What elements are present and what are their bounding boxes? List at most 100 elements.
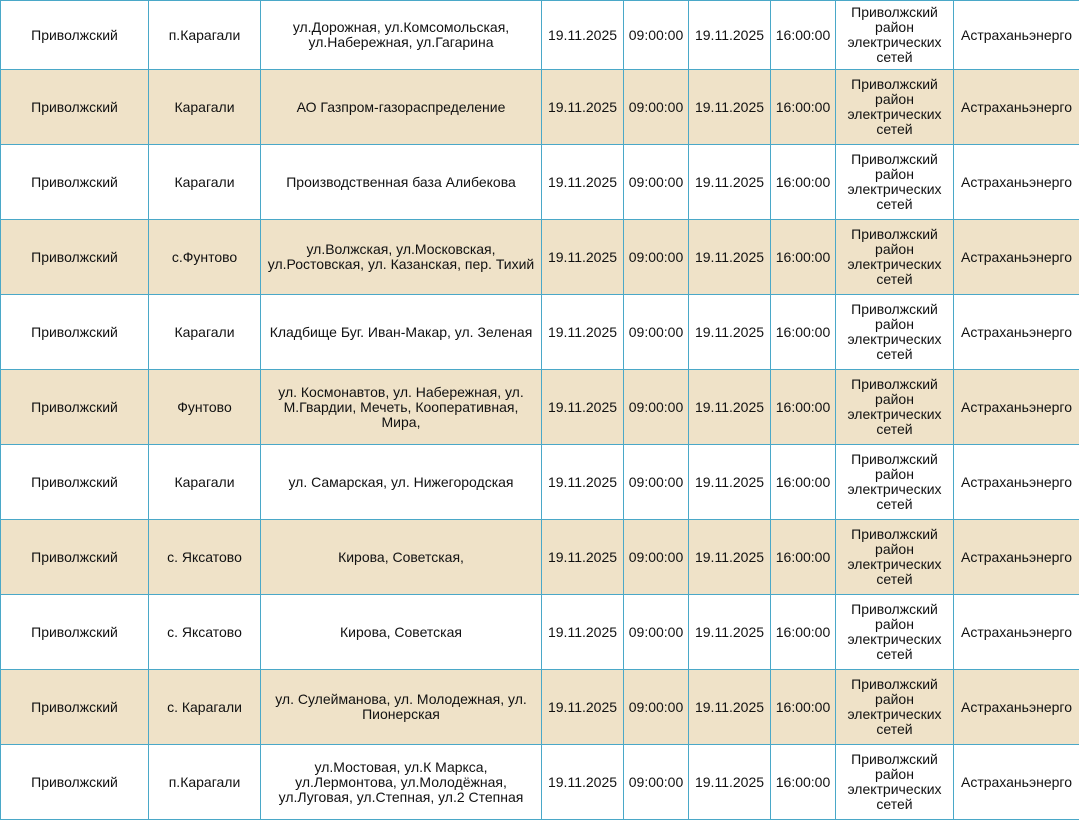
district: Приволжский — [0, 69, 149, 145]
end-date: 19.11.2025 — [688, 444, 771, 520]
end-time: 16:00:00 — [770, 0, 836, 70]
start-date: 19.11.2025 — [541, 444, 624, 520]
start-time: 09:00:00 — [623, 669, 689, 745]
address: ул.Мостовая, ул.К Маркса, ул.Лермонтова,… — [260, 744, 542, 820]
start-date: 19.11.2025 — [541, 219, 624, 295]
company: Астраханьэнерго — [953, 144, 1079, 220]
department: Приволжский район электрических сетей — [835, 294, 954, 370]
locality: Фунтово — [148, 369, 261, 445]
start-date: 19.11.2025 — [541, 294, 624, 370]
address: ул. Сулейманова, ул. Молодежная, ул. Пио… — [260, 669, 542, 745]
company: Астраханьэнерго — [953, 369, 1079, 445]
district: Приволжский — [0, 444, 149, 520]
district: Приволжский — [0, 219, 149, 295]
locality: Карагали — [148, 294, 261, 370]
end-date: 19.11.2025 — [688, 219, 771, 295]
start-time: 09:00:00 — [623, 219, 689, 295]
end-time: 16:00:00 — [770, 444, 836, 520]
end-date: 19.11.2025 — [688, 744, 771, 820]
district: Приволжский — [0, 294, 149, 370]
start-time: 09:00:00 — [623, 69, 689, 145]
address: Кирова, Советская, — [260, 519, 542, 595]
locality: Карагали — [148, 69, 261, 145]
address: ул.Волжская, ул.Московская, ул.Ростовска… — [260, 219, 542, 295]
table-row: Приволжский с. Карагали ул. Сулейманова, у… — [0, 669, 1079, 745]
company: Астраханьэнерго — [953, 444, 1079, 520]
start-date: 19.11.2025 — [541, 669, 624, 745]
table-row: Приволжский с.Фунтово ул.Волжская, ул.Моск… — [0, 219, 1079, 295]
start-time: 09:00:00 — [623, 144, 689, 220]
start-time: 09:00:00 — [623, 519, 689, 595]
end-date: 19.11.2025 — [688, 669, 771, 745]
end-time: 16:00:00 — [770, 744, 836, 820]
department: Приволжский район электрических сетей — [835, 0, 954, 70]
department: Приволжский район электрических сетей — [835, 744, 954, 820]
locality: с. Карагали — [148, 669, 261, 745]
company: Астраханьэнерго — [953, 519, 1079, 595]
department: Приволжский район электрических сетей — [835, 669, 954, 745]
start-date: 19.11.2025 — [541, 594, 624, 670]
end-date: 19.11.2025 — [688, 369, 771, 445]
district: Приволжский — [0, 519, 149, 595]
end-time: 16:00:00 — [770, 594, 836, 670]
start-time: 09:00:00 — [623, 294, 689, 370]
start-time: 09:00:00 — [623, 444, 689, 520]
locality: п.Карагали — [148, 0, 261, 70]
table-row: Приволжский с. Яксатово Кирова, Советская 1… — [0, 594, 1079, 670]
locality: Карагали — [148, 444, 261, 520]
end-time: 16:00:00 — [770, 669, 836, 745]
address: Производственная база Алибекова — [260, 144, 542, 220]
end-time: 16:00:00 — [770, 519, 836, 595]
end-time: 16:00:00 — [770, 144, 836, 220]
department: Приволжский район электрических сетей — [835, 594, 954, 670]
locality: с.Фунтово — [148, 219, 261, 295]
company: Астраханьэнерго — [953, 69, 1079, 145]
table-row: Приволжский Карагали ул. Самарская, ул. Ни… — [0, 444, 1079, 520]
address: Кладбище Буг. Иван-Макар, ул. Зеленая — [260, 294, 542, 370]
end-time: 16:00:00 — [770, 219, 836, 295]
end-time: 16:00:00 — [770, 294, 836, 370]
district: Приволжский — [0, 144, 149, 220]
start-date: 19.11.2025 — [541, 369, 624, 445]
start-time: 09:00:00 — [623, 369, 689, 445]
locality: Карагали — [148, 144, 261, 220]
department: Приволжский район электрических сетей — [835, 69, 954, 145]
department: Приволжский район электрических сетей — [835, 444, 954, 520]
end-date: 19.11.2025 — [688, 294, 771, 370]
department: Приволжский район электрических сетей — [835, 369, 954, 445]
company: Астраханьэнерго — [953, 594, 1079, 670]
district: Приволжский — [0, 669, 149, 745]
address: ул.Дорожная, ул.Комсомольская, ул.Набере… — [260, 0, 542, 70]
table-row: Приволжский Карагали Производственная база… — [0, 144, 1079, 220]
company: Астраханьэнерго — [953, 744, 1079, 820]
start-date: 19.11.2025 — [541, 519, 624, 595]
start-time: 09:00:00 — [623, 594, 689, 670]
start-date: 19.11.2025 — [541, 69, 624, 145]
department: Приволжский район электрических сетей — [835, 144, 954, 220]
end-date: 19.11.2025 — [688, 144, 771, 220]
district: Приволжский — [0, 369, 149, 445]
start-date: 19.11.2025 — [541, 744, 624, 820]
table-row: Приволжский Карагали Кладбище Буг. Иван-Ма… — [0, 294, 1079, 370]
start-date: 19.11.2025 — [541, 144, 624, 220]
table-row: Приволжский Фунтово ул. Космонавтов, ул. Н… — [0, 369, 1079, 445]
table-row: Приволжский Карагали АО Газпром-газораспре… — [0, 69, 1079, 145]
locality: п.Карагали — [148, 744, 261, 820]
start-time: 09:00:00 — [623, 0, 689, 70]
company: Астраханьэнерго — [953, 669, 1079, 745]
locality: с. Яксатово — [148, 519, 261, 595]
address: ул. Самарская, ул. Нижегородская — [260, 444, 542, 520]
district: Приволжский — [0, 744, 149, 820]
table-row: Приволжский п.Карагали ул.Дорожная, ул.Ком… — [0, 0, 1079, 70]
end-date: 19.11.2025 — [688, 519, 771, 595]
address: ул. Космонавтов, ул. Набережная, ул. М.Г… — [260, 369, 542, 445]
start-date: 19.11.2025 — [541, 0, 624, 70]
department: Приволжский район электрических сетей — [835, 519, 954, 595]
end-date: 19.11.2025 — [688, 69, 771, 145]
company: Астраханьэнерго — [953, 0, 1079, 70]
address: АО Газпром-газораспределение — [260, 69, 542, 145]
district: Приволжский — [0, 0, 149, 70]
